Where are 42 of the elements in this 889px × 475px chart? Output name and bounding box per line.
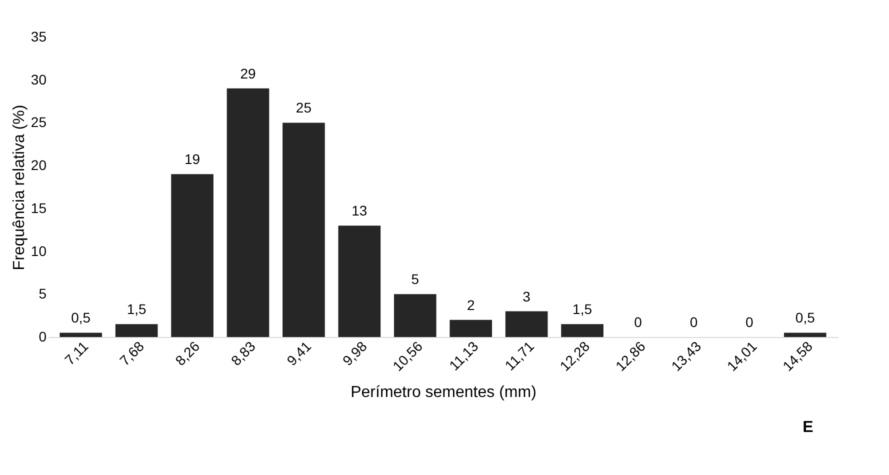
x-axis-title: Perímetro sementes (mm)	[350, 384, 536, 402]
data-label: 0,5	[71, 310, 91, 326]
bar	[561, 324, 604, 337]
x-tick-label: 8,26	[172, 338, 203, 369]
y-tick-label: 35	[30, 28, 47, 44]
data-label: 25	[296, 100, 312, 116]
x-tick-label: 7,68	[116, 338, 148, 369]
x-tick-label: 9,41	[284, 338, 314, 369]
bar	[450, 320, 492, 337]
y-tick-label: 15	[30, 200, 47, 216]
data-label: 0	[690, 314, 698, 330]
bar	[171, 174, 214, 337]
bar	[338, 226, 381, 337]
data-label: 3	[522, 288, 531, 304]
data-label: 1,5	[572, 301, 592, 318]
y-axis-title: Frequência relativa (%)	[10, 104, 28, 270]
bar	[394, 294, 436, 337]
y-tick-label: 0	[38, 328, 47, 344]
x-tick-label: 9,98	[339, 338, 370, 369]
data-label: 0,5	[795, 310, 816, 326]
data-label: 5	[411, 271, 420, 288]
data-label: 0	[634, 314, 642, 330]
bar	[226, 88, 270, 337]
bar	[505, 311, 548, 337]
bar	[60, 332, 102, 337]
y-tick-label: 5	[38, 286, 47, 302]
y-tick-label: 25	[30, 114, 47, 130]
y-tick-label: 20	[30, 157, 47, 174]
data-label: 13	[352, 202, 368, 219]
data-label: 29	[240, 65, 256, 82]
x-tick-label: 7,11	[61, 338, 92, 368]
y-tick-label: 10	[30, 242, 47, 259]
data-label: 2	[466, 296, 475, 313]
data-label: 1,5	[126, 301, 147, 318]
data-label: 0	[746, 314, 754, 330]
bar	[282, 122, 325, 337]
bar	[115, 324, 158, 337]
data-label: 19	[184, 151, 200, 168]
bar	[784, 332, 826, 337]
x-tick-label: 8,83	[228, 338, 259, 369]
text: E	[802, 419, 814, 436]
y-tick-label: 30	[30, 71, 47, 88]
